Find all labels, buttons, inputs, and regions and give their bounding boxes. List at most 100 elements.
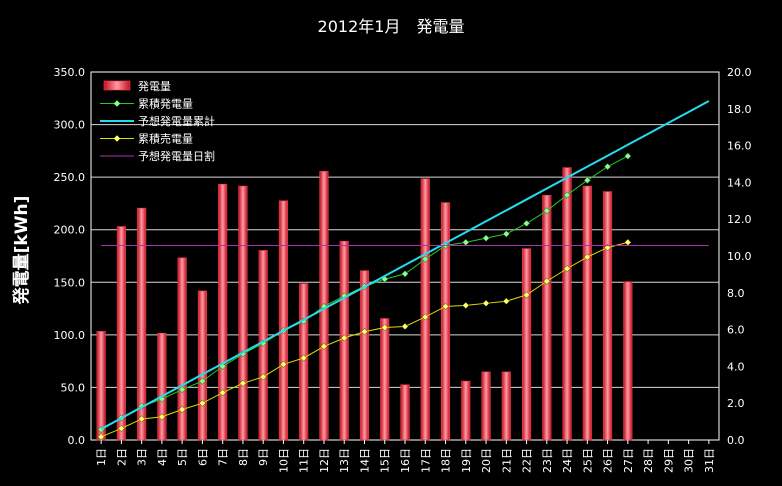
x-tick-label: 9日 [257,448,270,466]
y2-tick-label: 10.0 [727,250,752,263]
bar [359,270,370,441]
y2-tick-label: 4.0 [727,360,745,373]
series-point [604,163,612,171]
series-point [421,313,429,321]
y2-tick-label: 6.0 [727,324,745,337]
y-axis-label: 発電量[kWh] [11,196,32,306]
x-tick-label: 12日 [318,448,331,473]
x-tick-label: 17日 [419,448,432,473]
x-tick-label: 10日 [277,448,290,473]
series-point [198,377,206,385]
x-tick-label: 8日 [237,448,250,466]
y2-tick-label: 14.0 [727,176,752,189]
legend-marker [113,100,121,107]
x-tick-label: 22日 [521,448,534,473]
x-tick-label: 24日 [561,448,574,473]
x-tick-label: 21日 [500,448,513,473]
series-point [563,265,571,273]
series-point [198,399,206,407]
legend-label: 予想発電量累計 [138,114,215,128]
series-point [158,413,166,421]
legend-label: 累積売電量 [138,132,193,146]
series-point [502,297,510,305]
series-point [320,342,328,350]
x-tick-label: 15日 [379,448,392,473]
y2-tick-label: 20.0 [727,66,752,79]
series-point [502,230,510,238]
series-line [100,100,710,430]
x-tick-label: 4日 [156,448,169,466]
series-point [340,334,348,342]
series-point [624,152,632,160]
bar [197,290,207,441]
series-point [401,270,409,278]
series-point [178,385,186,394]
series-point [279,360,288,368]
series-point [300,354,308,362]
y2-tick-label: 18.0 [727,103,752,116]
bar [461,380,471,441]
bar [542,194,552,441]
y-tick-label: 0.0 [68,434,86,447]
series-point [259,373,267,381]
bar [116,226,126,441]
x-tick-label: 30日 [683,448,696,473]
bar [623,281,633,441]
series-point [138,415,146,423]
x-tick-label: 3日 [136,448,149,466]
grid [91,124,719,388]
x-tick-label: 6日 [196,448,209,466]
series-point [421,255,429,263]
series-point [360,328,369,336]
series-point [583,253,591,261]
chart-title: 2012年1月 発電量 [318,17,465,36]
y-tick-label: 250.0 [54,171,86,184]
x-tick-label: 20日 [480,448,493,473]
legend-label: 累積発電量 [138,97,193,111]
legend-label: 発電量 [138,79,171,93]
y2-tick-label: 0.0 [727,434,745,447]
series-point [543,207,551,215]
series-point [583,176,591,184]
legend-swatch [103,80,131,91]
x-tick-label: 28日 [642,448,655,473]
y-tick-label: 350.0 [54,66,86,79]
bar [420,178,430,441]
y-axis-left: 0.0 50.0 100.0 150.0 200.0 250.0 300.0 350.0 [54,66,86,447]
bar [481,371,491,441]
bar [603,191,613,441]
y-tick-label: 300.0 [54,119,86,132]
bar [521,248,532,441]
x-tick-label: 5日 [176,448,189,466]
bar [400,384,410,441]
legend-label: 予想発電量日割 [138,149,215,163]
y-tick-label: 150.0 [54,276,86,289]
series-point [522,219,531,227]
series-point [482,299,490,307]
y2-tick-label: 8.0 [727,287,745,300]
y2-tick-label: 16.0 [727,140,752,153]
legend-marker [113,135,121,142]
bar [440,202,451,441]
x-tick-label: 26日 [602,448,615,473]
series-point [381,323,389,332]
series-point [522,291,531,299]
series-point [543,277,551,285]
line-series [97,100,710,441]
y-tick-label: 100.0 [54,329,86,342]
series-point [563,191,571,199]
bar [299,283,309,441]
x-tick-label: 29日 [662,448,675,473]
x-tick-label: 19日 [460,448,473,473]
x-tick-label: 14日 [358,448,371,473]
series-point [441,302,450,311]
series-point [178,405,186,414]
series-point [239,379,247,387]
x-tick-label: 2日 [115,448,128,466]
series-point [401,322,409,330]
series-point [482,234,490,242]
bar [238,185,248,441]
bar [218,183,228,441]
x-axis: 1日 2日 3日 4日 5日 6日 7日 8日 9日 10日 11日 12日 13日 14日 15日 16日 1… [95,440,716,473]
